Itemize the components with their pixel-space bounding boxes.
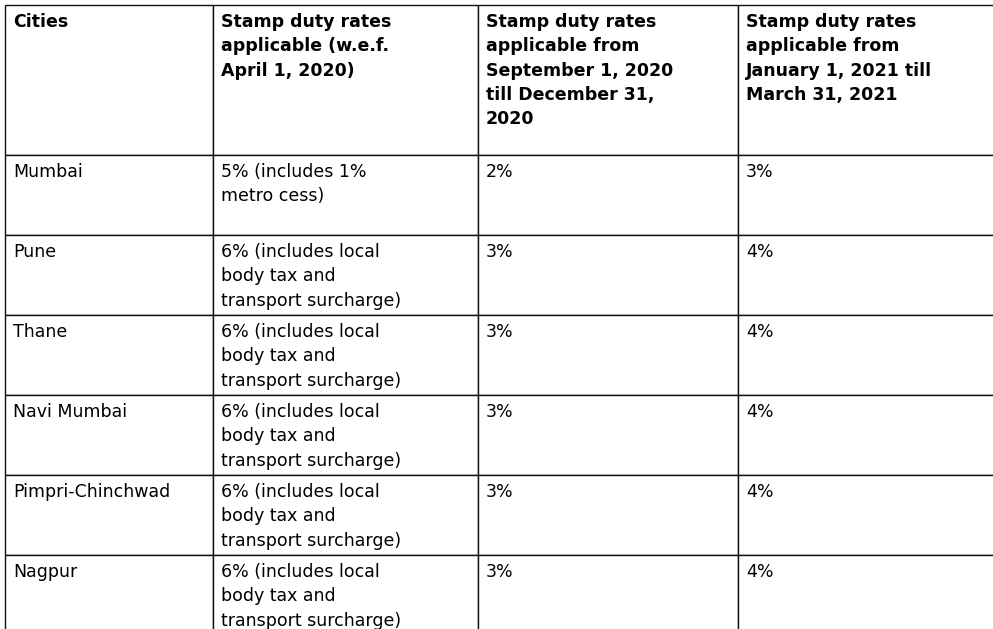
- Text: 3%: 3%: [486, 563, 513, 581]
- Text: 3%: 3%: [486, 403, 513, 421]
- Bar: [738, 475, 993, 555]
- Text: Stamp duty rates
applicable from
January 1, 2021 till
March 31, 2021: Stamp duty rates applicable from January…: [746, 13, 932, 104]
- Bar: [738, 475, 993, 555]
- Bar: [5, 235, 213, 315]
- Bar: [478, 155, 738, 235]
- Bar: [213, 555, 478, 629]
- Bar: [478, 235, 738, 315]
- Bar: [738, 395, 993, 475]
- Text: Navi Mumbai: Navi Mumbai: [13, 403, 127, 421]
- Bar: [738, 555, 993, 629]
- Bar: [213, 235, 478, 315]
- Bar: [738, 155, 993, 235]
- Bar: [213, 5, 478, 155]
- Bar: [738, 235, 993, 315]
- Text: 6% (includes local
body tax and
transport surcharge): 6% (includes local body tax and transpor…: [221, 243, 401, 309]
- Text: 4%: 4%: [746, 403, 774, 421]
- Text: 4%: 4%: [746, 323, 774, 341]
- Bar: [213, 315, 478, 395]
- Bar: [5, 395, 213, 475]
- Bar: [478, 555, 738, 629]
- Bar: [213, 155, 478, 235]
- Bar: [478, 395, 738, 475]
- Bar: [5, 155, 213, 235]
- Bar: [478, 315, 738, 395]
- Text: Mumbai: Mumbai: [13, 163, 82, 181]
- Bar: [478, 395, 738, 475]
- Bar: [738, 155, 993, 235]
- Bar: [213, 555, 478, 629]
- Bar: [5, 555, 213, 629]
- Text: Stamp duty rates
applicable from
September 1, 2020
till December 31,
2020: Stamp duty rates applicable from Septemb…: [486, 13, 673, 128]
- Text: Pimpri-Chinchwad: Pimpri-Chinchwad: [13, 483, 170, 501]
- Bar: [213, 395, 478, 475]
- Bar: [738, 5, 993, 155]
- Bar: [5, 155, 213, 235]
- Bar: [5, 315, 213, 395]
- Text: 3%: 3%: [486, 323, 513, 341]
- Bar: [478, 155, 738, 235]
- Bar: [5, 475, 213, 555]
- Bar: [5, 475, 213, 555]
- Bar: [213, 235, 478, 315]
- Text: 2%: 2%: [486, 163, 513, 181]
- Text: 3%: 3%: [746, 163, 774, 181]
- Bar: [5, 235, 213, 315]
- Bar: [478, 235, 738, 315]
- Bar: [213, 315, 478, 395]
- Text: 4%: 4%: [746, 243, 774, 261]
- Text: 6% (includes local
body tax and
transport surcharge): 6% (includes local body tax and transpor…: [221, 403, 401, 470]
- Bar: [738, 315, 993, 395]
- Text: Cities: Cities: [13, 13, 69, 31]
- Text: 4%: 4%: [746, 483, 774, 501]
- Bar: [478, 5, 738, 155]
- Bar: [5, 5, 213, 155]
- Bar: [213, 475, 478, 555]
- Text: 6% (includes local
body tax and
transport surcharge): 6% (includes local body tax and transpor…: [221, 483, 401, 550]
- Bar: [213, 475, 478, 555]
- Bar: [213, 5, 478, 155]
- Bar: [5, 5, 213, 155]
- Bar: [5, 555, 213, 629]
- Bar: [478, 315, 738, 395]
- Bar: [478, 475, 738, 555]
- Text: 6% (includes local
body tax and
transport surcharge): 6% (includes local body tax and transpor…: [221, 563, 401, 629]
- Bar: [738, 395, 993, 475]
- Bar: [213, 395, 478, 475]
- Text: Stamp duty rates
applicable (w.e.f.
April 1, 2020): Stamp duty rates applicable (w.e.f. Apri…: [221, 13, 391, 80]
- Bar: [478, 5, 738, 155]
- Bar: [738, 235, 993, 315]
- Text: Nagpur: Nagpur: [13, 563, 77, 581]
- Bar: [213, 155, 478, 235]
- Bar: [5, 395, 213, 475]
- Text: Thane: Thane: [13, 323, 68, 341]
- Bar: [5, 315, 213, 395]
- Text: 3%: 3%: [486, 483, 513, 501]
- Text: 5% (includes 1%
metro cess): 5% (includes 1% metro cess): [221, 163, 366, 205]
- Bar: [738, 5, 993, 155]
- Bar: [738, 555, 993, 629]
- Text: 6% (includes local
body tax and
transport surcharge): 6% (includes local body tax and transpor…: [221, 323, 401, 389]
- Text: 3%: 3%: [486, 243, 513, 261]
- Bar: [478, 555, 738, 629]
- Bar: [478, 475, 738, 555]
- Bar: [738, 315, 993, 395]
- Text: 4%: 4%: [746, 563, 774, 581]
- Text: Pune: Pune: [13, 243, 57, 261]
